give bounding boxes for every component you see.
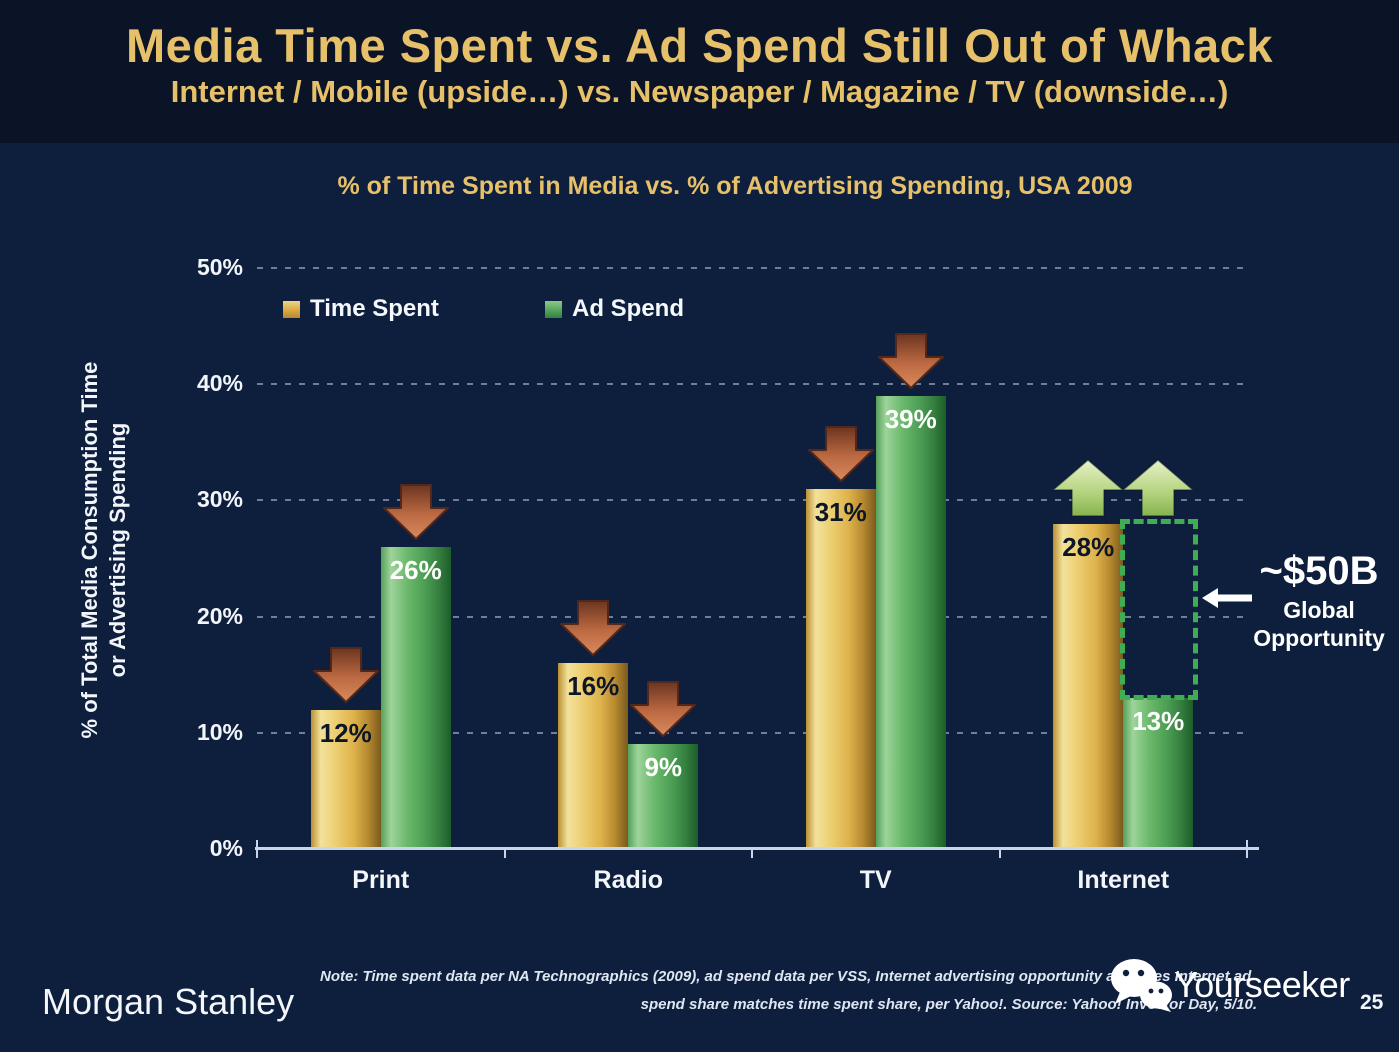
x-axis-tick bbox=[1246, 840, 1248, 858]
trend-down-arrow-icon bbox=[877, 332, 944, 389]
y-tick-label-20%: 20% bbox=[196, 602, 243, 629]
bar-value-label-tv-time-spent: 31% bbox=[814, 496, 867, 527]
trend-arrow-wrap bbox=[630, 681, 697, 738]
trend-arrow-wrap bbox=[877, 332, 944, 389]
opportunity-value: ~$50B bbox=[1259, 549, 1379, 593]
page-number: 25 bbox=[1360, 991, 1384, 1014]
trend-arrow-wrap bbox=[312, 646, 379, 703]
footnote-line2: spend share matches time spent share, pe… bbox=[640, 996, 1257, 1013]
trend-up-arrow-icon bbox=[1122, 458, 1194, 517]
category-label-internet: Internet bbox=[1077, 866, 1170, 894]
legend-label-ad-spend: Ad Spend bbox=[572, 295, 684, 322]
wechat-icon bbox=[1110, 958, 1174, 1012]
watermark-text: Yourseeker bbox=[1174, 964, 1350, 1005]
y-tick-label-0%: 0% bbox=[209, 835, 243, 861]
slide-title: Media Time Spent vs. Ad Spend Still Out … bbox=[126, 19, 1273, 72]
legend-label-time-spent: Time Spent bbox=[310, 295, 439, 322]
y-tick-label-50%: 50% bbox=[196, 254, 243, 280]
opportunity-label-line1: Global bbox=[1283, 597, 1355, 623]
morgan-stanley-logo: Morgan Stanley bbox=[42, 981, 295, 1022]
bar-value-label-internet-ad-spend: 13% bbox=[1132, 705, 1185, 736]
x-axis-tick bbox=[998, 849, 1001, 858]
category-label-radio: Radio bbox=[593, 866, 663, 894]
trend-down-arrow-icon bbox=[560, 600, 627, 657]
gridline-40% bbox=[257, 383, 1247, 386]
gridline-50% bbox=[257, 267, 1247, 269]
bar-value-label-internet-time-spent: 28% bbox=[1062, 531, 1115, 562]
bar-value-label-tv-ad-spend: 39% bbox=[884, 403, 937, 434]
trend-down-arrow-icon bbox=[382, 483, 449, 540]
bar-radio-time-spent bbox=[558, 663, 629, 849]
trend-down-arrow-icon bbox=[630, 681, 697, 738]
gridline-30% bbox=[257, 499, 1247, 502]
left-arrow-icon bbox=[1202, 587, 1252, 609]
opportunity-gap-box bbox=[1120, 518, 1199, 700]
category-label-tv: TV bbox=[859, 866, 892, 894]
gridline-20% bbox=[257, 615, 1247, 618]
trend-down-arrow-icon bbox=[312, 646, 379, 703]
bar-print-time-spent bbox=[310, 709, 381, 849]
trend-arrow-wrap bbox=[560, 600, 627, 657]
bar-internet-time-spent bbox=[1053, 523, 1124, 849]
bar-value-label-radio-time-spent: 16% bbox=[567, 671, 620, 702]
legend-item-time-spent: Time Spent bbox=[283, 295, 439, 323]
x-axis-tick bbox=[751, 849, 753, 858]
x-axis-tick bbox=[503, 849, 506, 858]
trend-up-arrow-icon bbox=[1052, 458, 1124, 517]
x-axis-tick bbox=[256, 840, 258, 858]
legend-swatch-green bbox=[545, 300, 562, 318]
legend-item-ad-spend: Ad Spend bbox=[545, 295, 684, 323]
legend-swatch-gold bbox=[283, 300, 300, 318]
trend-arrow-wrap bbox=[807, 425, 874, 482]
y-tick-label-40%: 40% bbox=[196, 370, 243, 397]
trend-down-arrow-icon bbox=[807, 425, 874, 482]
bar-radio-ad-spend bbox=[628, 744, 699, 849]
bar-value-label-radio-ad-spend: 9% bbox=[644, 752, 683, 783]
gridline-10% bbox=[257, 731, 1247, 734]
slide-subtitle: Internet / Mobile (upside…) vs. Newspape… bbox=[170, 74, 1229, 109]
footnote-line1: Note: Time spent data per NA Technograph… bbox=[320, 968, 1252, 985]
chart-title: % of Time Spent in Media vs. % of Advert… bbox=[337, 172, 1133, 200]
trend-arrow-wrap bbox=[382, 483, 449, 540]
bar-print-ad-spend bbox=[380, 546, 451, 849]
bar-value-label-print-ad-spend: 26% bbox=[389, 554, 442, 585]
category-label-print: Print bbox=[352, 866, 410, 894]
bar-internet-ad-spend bbox=[1123, 697, 1194, 849]
y-tick-label-10%: 10% bbox=[196, 718, 243, 745]
header-band bbox=[0, 0, 1399, 143]
bar-value-label-print-time-spent: 12% bbox=[319, 717, 372, 748]
x-axis-line bbox=[255, 847, 1259, 850]
bar-tv-ad-spend bbox=[875, 395, 946, 849]
bar-tv-time-spent bbox=[805, 488, 876, 849]
opportunity-label-line2: Opportunity bbox=[1253, 625, 1385, 651]
trend-arrow-wrap bbox=[1122, 458, 1194, 517]
y-tick-label-30%: 30% bbox=[196, 486, 243, 513]
trend-arrow-wrap bbox=[1052, 458, 1124, 517]
